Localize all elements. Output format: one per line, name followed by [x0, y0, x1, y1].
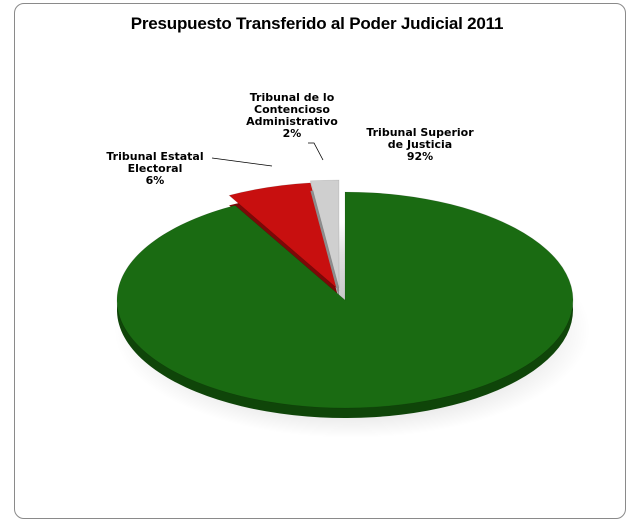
leader-line-contencioso — [308, 142, 324, 161]
slice-tribunal-electoral — [228, 182, 340, 291]
leader-line-electoral — [211, 157, 273, 167]
slice-tribunal-superior — [116, 191, 574, 409]
slice-tribunal-contencioso — [310, 179, 340, 289]
slice-tribunal-superior-label-line-1: Tribunal Superior — [366, 126, 474, 139]
slice-tribunal-electoral-label-line-2: Electoral — [128, 162, 183, 175]
chart-title: Presupuesto Transferido al Poder Judicia… — [130, 14, 504, 33]
slice-tribunal-contencioso-label-line-3: Administrativo — [246, 115, 338, 128]
slice-tribunal-electoral-label-line-3: 6% — [146, 174, 165, 187]
slice-tribunal-contencioso-label-line-1: Tribunal de lo — [250, 91, 335, 104]
slice-tribunal-superior-label-line-3: 92% — [407, 150, 433, 163]
slice-tribunal-contencioso-label-line-4: 2% — [283, 127, 302, 140]
slice-tribunal-contencioso-label-line-2: Contencioso — [254, 103, 330, 116]
slice-tribunal-electoral-label-line-1: Tribunal Estatal — [106, 150, 203, 163]
slice-tribunal-superior-label-line-2: de Justicia — [388, 138, 452, 151]
pie-slices — [116, 179, 574, 418]
